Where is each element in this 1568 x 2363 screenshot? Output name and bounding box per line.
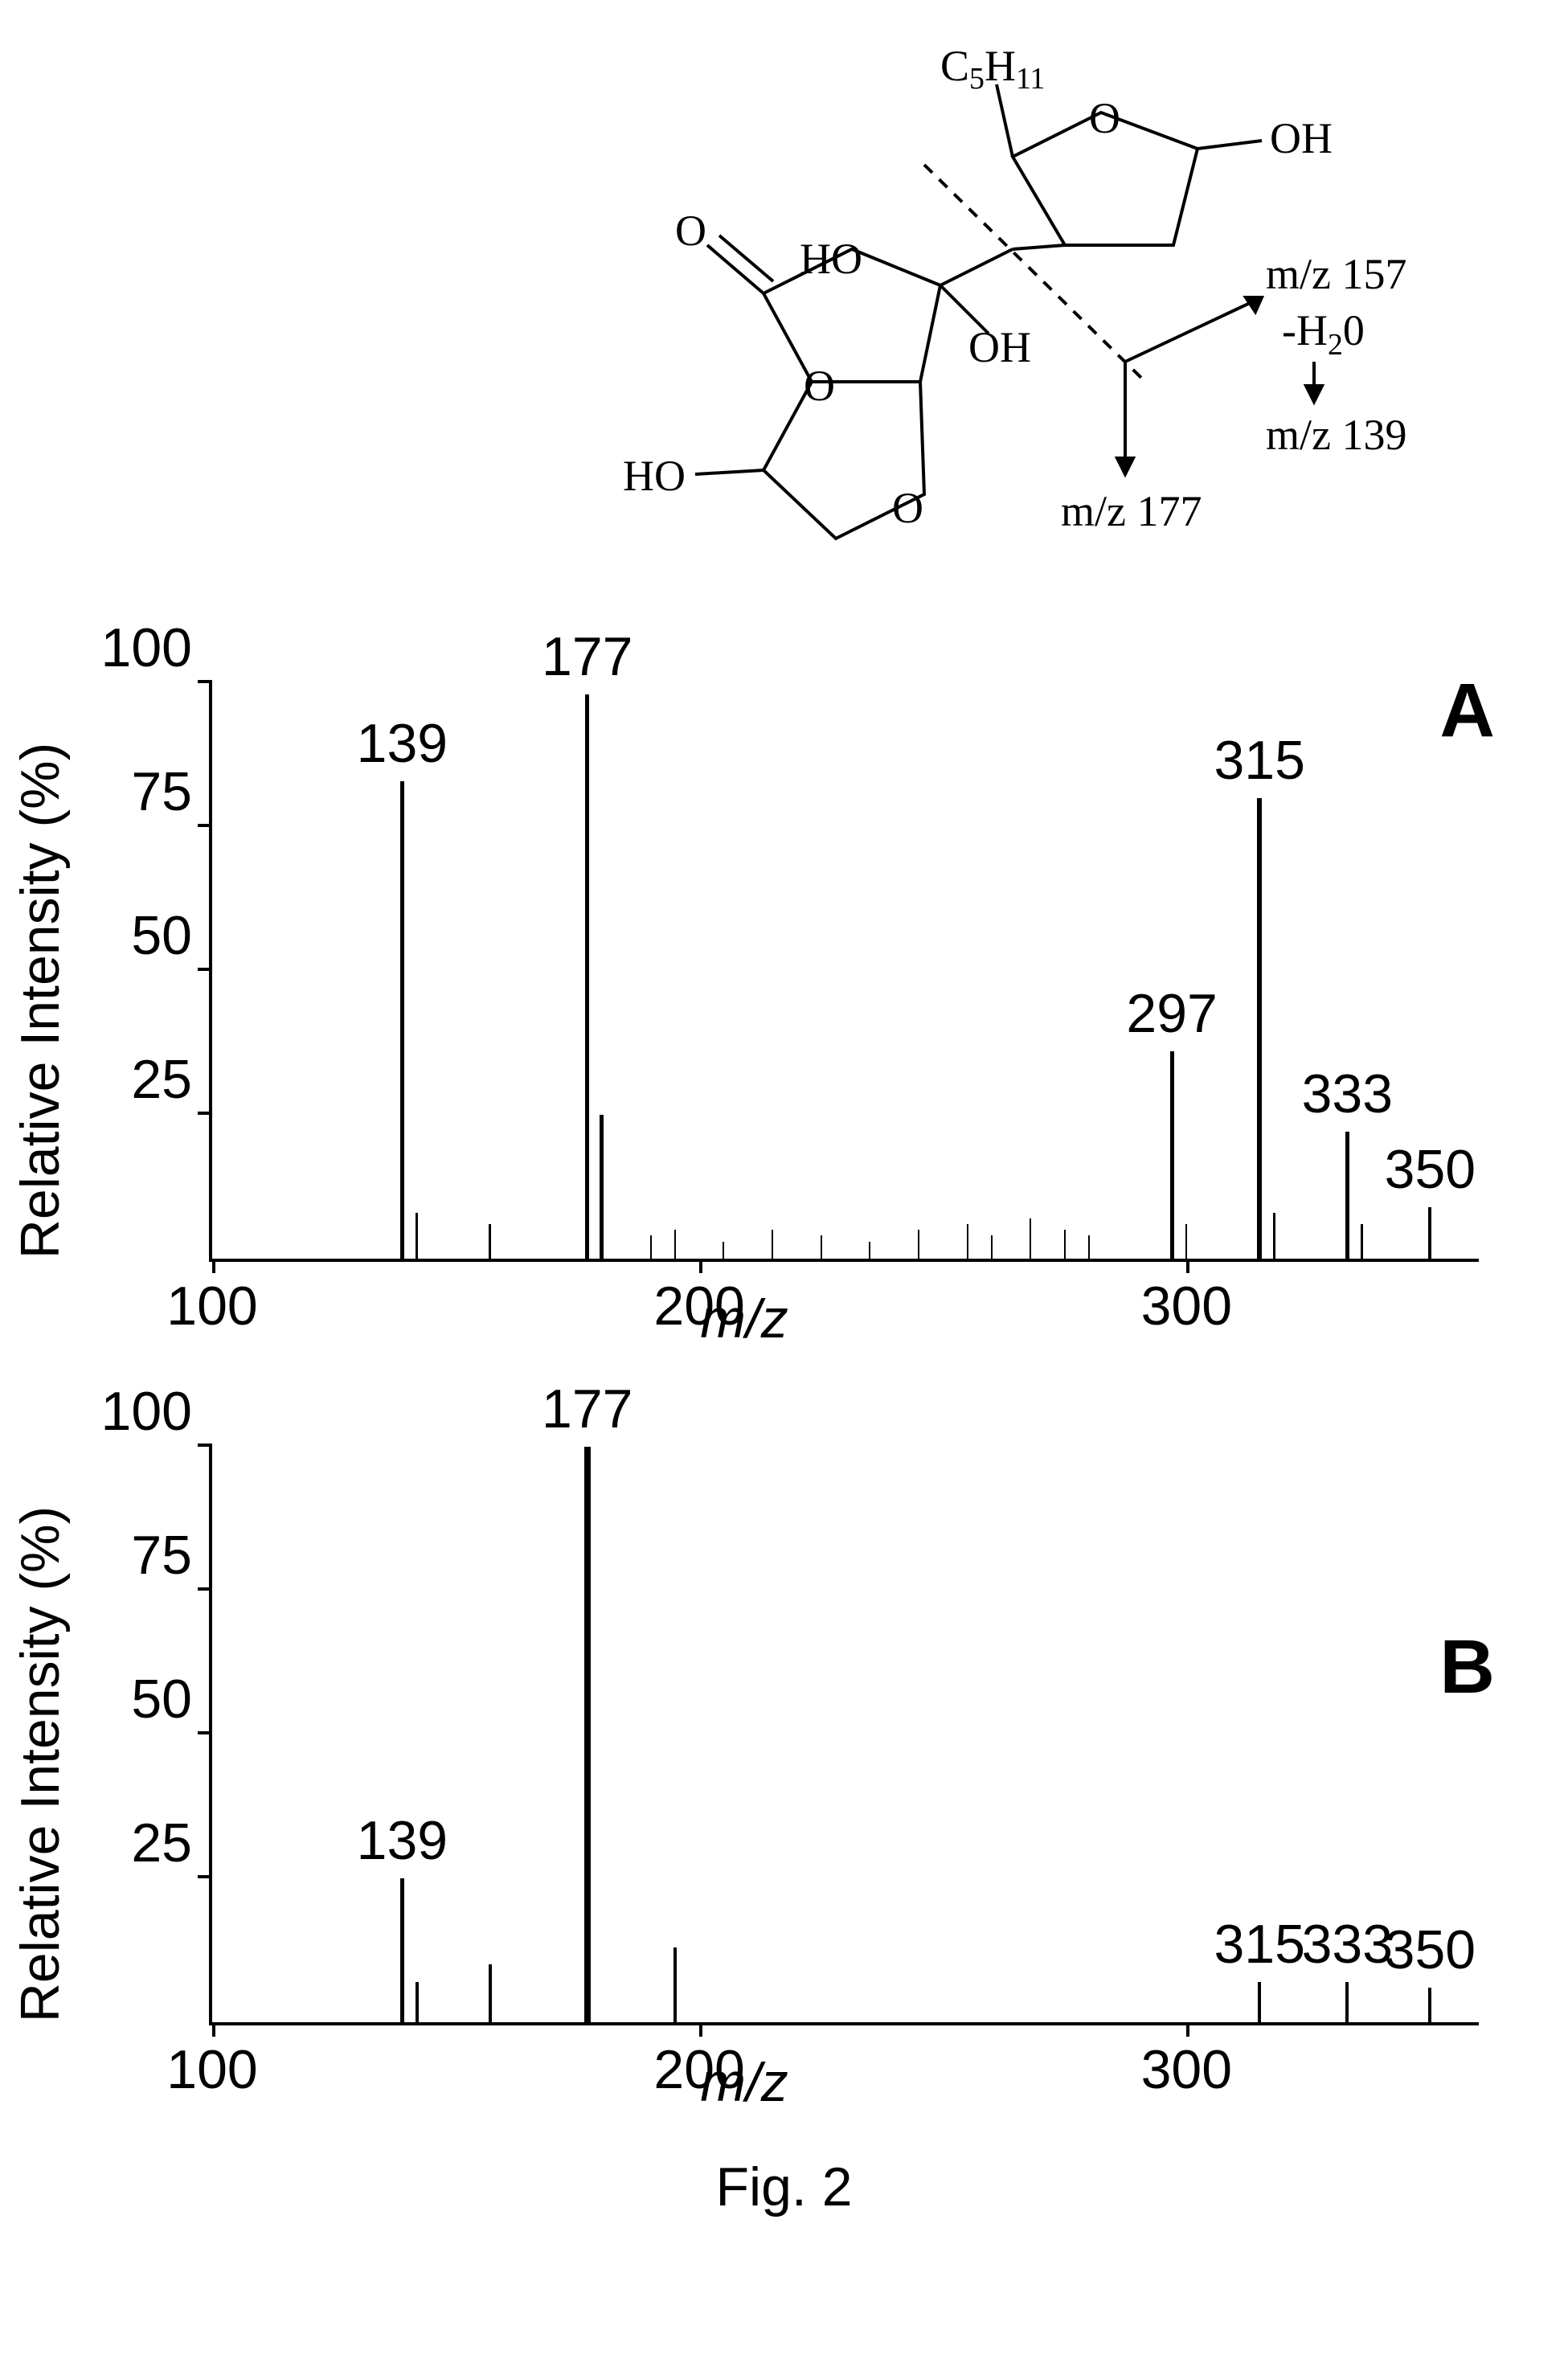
y-axis-label-b: Relative Intensity (%): [9, 1506, 72, 2022]
spectrum-peak: [1273, 1213, 1275, 1259]
peak-label: 333: [1302, 1913, 1393, 1976]
x-tick: [699, 2022, 702, 2037]
y-tick: [198, 968, 212, 971]
spectrum-peak: [869, 1242, 870, 1259]
spectrum-peak: [1088, 1235, 1090, 1259]
peak-label: 297: [1126, 982, 1217, 1045]
mass-spectrum-a: Relative Intensity (%) 25507510010020030…: [64, 659, 1511, 1342]
svg-text:OH: OH: [968, 323, 1031, 371]
svg-text:O: O: [892, 484, 923, 532]
svg-text:O: O: [1089, 94, 1120, 142]
plot-area-a: 255075100100200300139177297315333350: [209, 683, 1479, 1262]
peak-label: 315: [1214, 729, 1304, 792]
spectrum-peak: [723, 1242, 724, 1259]
y-tick-label: 100: [101, 1380, 192, 1443]
fragment-mz177: m/z 177: [1061, 486, 1202, 536]
y-axis-label-a: Relative Intensity (%): [9, 743, 72, 1259]
peak-label: 315: [1214, 1913, 1304, 1976]
spectrum-peak: [1064, 1230, 1066, 1259]
spectrum-peak: [1170, 1051, 1174, 1259]
spectrum-peak: [585, 694, 589, 1259]
x-tick-label: 300: [1141, 1275, 1232, 1337]
y-tick: [198, 1112, 212, 1115]
chemical-structure: C5H11 O OH O HO O OH O HO m/z 157 -H20 m…: [563, 24, 1447, 627]
svg-text:O: O: [804, 362, 835, 410]
spectrum-peak: [821, 1235, 822, 1259]
spectrum-peak: [673, 1947, 677, 2022]
figure-container: C5H11 O OH O HO O OH O HO m/z 157 -H20 m…: [0, 0, 1568, 2363]
x-tick: [212, 2022, 215, 2037]
y-tick-label: 50: [131, 904, 192, 967]
y-tick-label: 75: [131, 760, 192, 823]
spectrum-peak: [489, 1964, 492, 2022]
spectrum-peak: [416, 1982, 419, 2022]
y-tick: [198, 824, 212, 827]
spectrum-peak: [584, 1447, 591, 2022]
x-axis-label-b: m/z: [700, 2051, 788, 2114]
peak-label: 350: [1385, 1138, 1476, 1201]
spectrum-peak: [674, 1230, 676, 1259]
y-tick-label: 25: [131, 1812, 192, 1874]
svg-text:HO: HO: [800, 235, 862, 283]
y-tick: [198, 680, 212, 683]
x-tick: [699, 1259, 702, 1273]
x-tick-label: 100: [166, 1275, 257, 1337]
svg-text:O: O: [675, 207, 706, 255]
figure-caption: Fig. 2: [715, 2156, 852, 2218]
y-tick: [198, 1444, 212, 1447]
spectrum-peak: [650, 1235, 652, 1259]
fragment-h2o-loss: -H20: [1282, 305, 1365, 362]
spectrum-peak: [1428, 1988, 1431, 2022]
y-tick-label: 50: [131, 1668, 192, 1730]
peak-label: 333: [1302, 1063, 1393, 1125]
spectrum-peak: [918, 1230, 919, 1259]
spectrum-peak: [1030, 1218, 1031, 1259]
spectrum-peak: [600, 1115, 604, 1259]
peak-label: 177: [542, 1378, 633, 1440]
y-tick: [198, 1731, 212, 1734]
x-tick: [1186, 2022, 1189, 2037]
svg-text:HO: HO: [623, 452, 686, 500]
x-tick: [212, 1259, 215, 1273]
spectrum-peak: [1185, 1224, 1187, 1259]
spectrum-peak: [991, 1235, 993, 1259]
peak-label: 177: [542, 625, 633, 688]
fragment-mz139: m/z 139: [1266, 410, 1406, 460]
spectrum-peak: [772, 1230, 773, 1259]
mass-spectrum-b: Relative Intensity (%) 25507510010020030…: [64, 1423, 1511, 2106]
y-tick: [198, 1875, 212, 1878]
fragment-mz157: m/z 157: [1266, 249, 1406, 299]
spectrum-peak: [1428, 1207, 1431, 1259]
plot-area-b: 255075100100200300139177315333350: [209, 1447, 1479, 2025]
x-tick-label: 100: [166, 2038, 257, 2101]
spectrum-peak: [416, 1213, 418, 1259]
spectrum-peak: [967, 1224, 968, 1259]
spectrum-peak: [489, 1224, 491, 1259]
peak-label: 139: [357, 1809, 448, 1872]
spectrum-peak: [1345, 1132, 1349, 1259]
x-tick: [1186, 1259, 1189, 1273]
spectrum-peak: [1258, 1982, 1261, 2022]
spectrum-peak: [400, 1878, 404, 2022]
peak-label: 139: [357, 712, 448, 775]
svg-text:OH: OH: [1270, 114, 1333, 162]
y-tick-label: 75: [131, 1524, 192, 1587]
y-tick-label: 100: [101, 616, 192, 679]
x-axis-label-a: m/z: [700, 1288, 788, 1350]
peak-label: 350: [1385, 1919, 1476, 1981]
panel-label-b: B: [1439, 1624, 1495, 1711]
formula-c5h11: C5H11: [940, 42, 1045, 96]
spectrum-peak: [1257, 798, 1262, 1259]
y-tick: [198, 1587, 212, 1591]
x-tick-label: 300: [1141, 2038, 1232, 2101]
spectrum-peak: [1361, 1224, 1363, 1259]
spectrum-peak: [400, 781, 404, 1259]
spectrum-peak: [1345, 1982, 1349, 2022]
y-tick-label: 25: [131, 1048, 192, 1111]
panel-label-a: A: [1439, 667, 1495, 755]
